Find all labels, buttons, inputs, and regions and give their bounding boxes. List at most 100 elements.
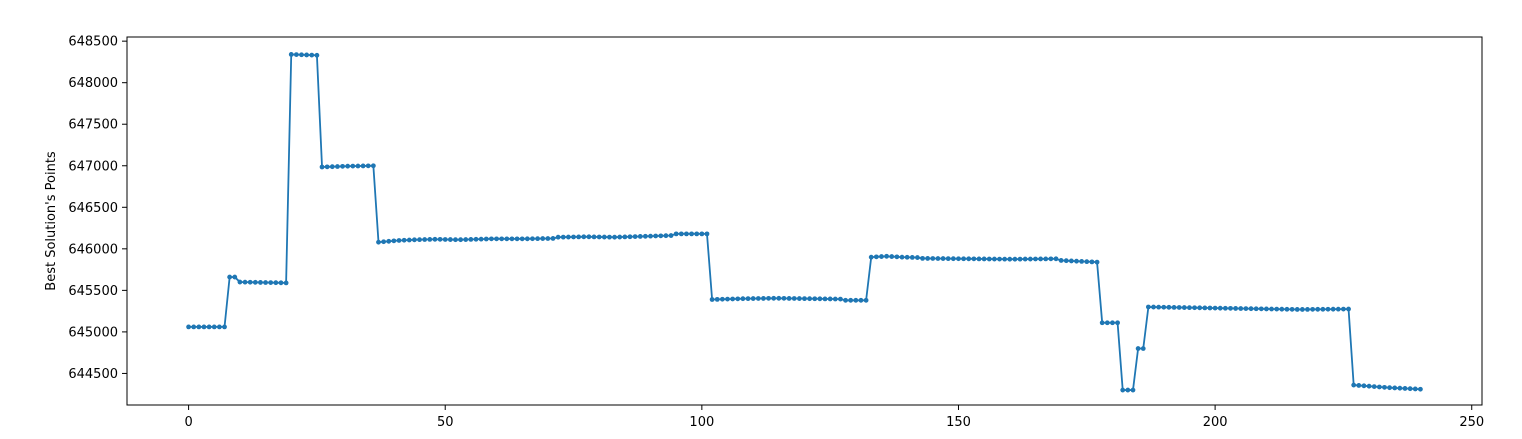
x-tick-label: 50 xyxy=(437,415,454,430)
series-markers xyxy=(186,52,1423,393)
data-point xyxy=(740,296,746,302)
data-point xyxy=(1125,387,1131,393)
data-point xyxy=(735,296,741,302)
data-point xyxy=(873,254,879,260)
data-point xyxy=(899,254,905,260)
x-tick-label: 200 xyxy=(1203,415,1228,430)
data-point xyxy=(1330,306,1336,312)
data-point xyxy=(1258,306,1264,312)
data-point xyxy=(668,233,674,238)
data-point xyxy=(761,296,766,301)
data-point xyxy=(838,296,843,302)
data-point xyxy=(1048,256,1054,262)
data-point xyxy=(663,233,669,239)
data-point xyxy=(237,279,243,285)
data-point xyxy=(524,236,530,242)
data-point xyxy=(1130,387,1136,393)
data-point xyxy=(966,256,972,262)
data-point xyxy=(1294,307,1300,312)
data-point xyxy=(509,236,515,242)
data-point xyxy=(376,239,381,245)
data-point xyxy=(694,231,700,237)
x-axis: 0 50 100 150 200 250 xyxy=(184,405,1484,430)
data-point xyxy=(961,256,967,262)
data-point xyxy=(545,236,551,241)
data-point xyxy=(648,233,653,239)
data-point xyxy=(601,234,607,240)
data-point xyxy=(879,254,884,259)
data-point xyxy=(1289,306,1295,312)
data-point xyxy=(211,324,217,330)
data-point xyxy=(1120,387,1126,393)
data-point xyxy=(216,324,222,330)
data-point xyxy=(725,296,730,302)
data-point xyxy=(684,231,689,237)
data-point xyxy=(1053,256,1059,262)
data-point xyxy=(1115,320,1120,326)
data-point xyxy=(1274,306,1280,312)
data-point xyxy=(1156,304,1162,310)
data-point xyxy=(263,280,268,285)
data-point xyxy=(750,296,756,301)
y-tick-label: 646500 xyxy=(68,201,118,216)
data-point xyxy=(1074,258,1079,264)
data-point xyxy=(329,164,335,170)
data-point xyxy=(478,236,484,242)
data-point xyxy=(319,164,325,170)
data-point xyxy=(1027,256,1033,262)
data-point xyxy=(827,296,833,302)
data-point xyxy=(273,280,279,286)
data-point xyxy=(386,238,392,244)
data-point xyxy=(956,256,961,262)
data-point xyxy=(904,254,910,260)
data-point xyxy=(1412,386,1418,392)
data-point xyxy=(843,297,848,303)
data-point xyxy=(391,238,397,244)
data-point xyxy=(950,256,956,262)
data-point xyxy=(699,231,705,237)
data-point xyxy=(345,163,351,169)
data-point xyxy=(653,233,659,239)
data-point xyxy=(755,296,761,301)
data-point xyxy=(283,280,289,286)
data-point xyxy=(1320,306,1326,312)
data-point xyxy=(268,280,274,286)
y-tick-label: 645000 xyxy=(68,325,118,340)
data-point xyxy=(1418,386,1423,392)
data-point xyxy=(1310,306,1316,312)
data-point xyxy=(894,254,900,260)
data-point xyxy=(1253,306,1259,312)
plot-frame xyxy=(126,36,1483,406)
data-point xyxy=(1038,256,1043,262)
data-point xyxy=(1248,306,1254,312)
data-point xyxy=(786,296,792,301)
data-point xyxy=(1407,386,1413,392)
data-point xyxy=(935,256,941,261)
data-point xyxy=(360,163,366,169)
data-point xyxy=(1140,346,1146,351)
data-point xyxy=(658,233,664,239)
data-point xyxy=(427,237,433,242)
data-point xyxy=(232,274,238,280)
data-point xyxy=(940,256,946,261)
data-point xyxy=(437,236,443,242)
data-point xyxy=(884,253,890,259)
data-point xyxy=(1392,385,1398,391)
data-point xyxy=(1341,306,1346,312)
data-point xyxy=(288,52,294,57)
data-point xyxy=(1166,304,1172,310)
data-point xyxy=(1366,383,1372,389)
data-point xyxy=(1315,306,1321,312)
data-point xyxy=(381,239,387,245)
data-point xyxy=(206,324,212,330)
data-point xyxy=(355,163,361,169)
data-point xyxy=(642,233,648,239)
data-point xyxy=(596,234,602,240)
data-point xyxy=(776,295,782,301)
data-point xyxy=(299,52,304,58)
data-point xyxy=(889,254,895,259)
data-point xyxy=(920,255,925,261)
data-point xyxy=(1171,305,1177,310)
x-tick-label: 100 xyxy=(689,415,714,430)
